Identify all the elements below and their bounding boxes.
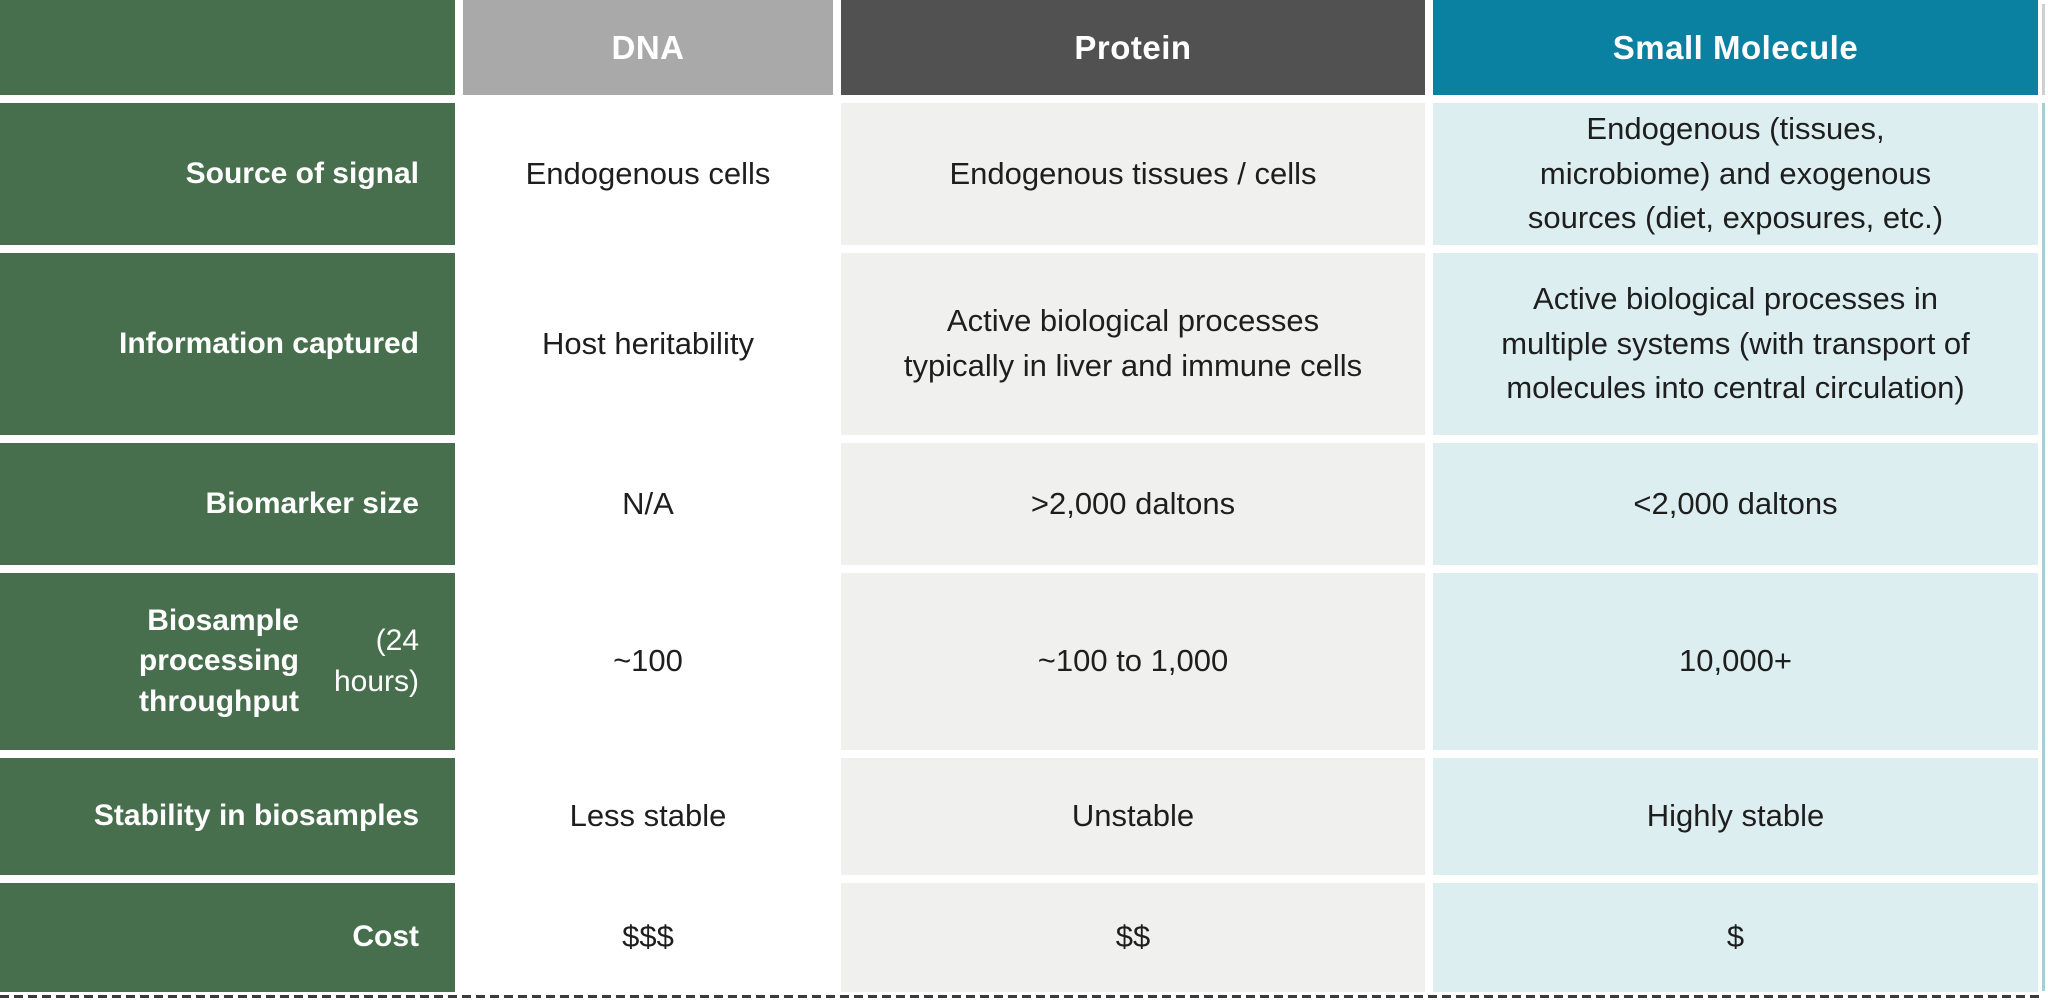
column-header-protein: Protein <box>841 0 1425 95</box>
row-label-biosample-processing-throughput: Biosample processing throughput (24 hour… <box>0 573 455 750</box>
cell-information-captured-dna: Host heritability <box>463 253 833 435</box>
row-label-cost: Cost <box>0 883 455 992</box>
table-right-edge-body <box>2042 103 2045 991</box>
column-header-small-molecule: Small Molecule <box>1433 0 2038 95</box>
cell-source-of-signal-small-molecule: Endogenous (tissues, microbiome) and exo… <box>1433 103 2038 245</box>
table-right-edge-header <box>2042 4 2045 95</box>
table-bottom-border <box>0 995 2042 998</box>
cell-cost-dna: $$$ <box>463 883 833 992</box>
row-label-bold-text: Biosample processing throughput <box>138 603 299 718</box>
cell-information-captured-small-molecule: Active biological processes in multiple … <box>1433 253 2038 435</box>
cell-stability-dna: Less stable <box>463 758 833 875</box>
cell-cost-small-molecule: $ <box>1433 883 2038 992</box>
row-label-information-captured: Information captured <box>0 253 455 435</box>
cell-source-of-signal-protein: Endogenous tissues / cells <box>841 103 1425 245</box>
cell-source-of-signal-dna: Endogenous cells <box>463 103 833 245</box>
cell-throughput-protein: ~100 to 1,000 <box>841 573 1425 750</box>
row-label-biomarker-size: Biomarker size <box>0 443 455 565</box>
cell-information-captured-protein: Active biological processes typically in… <box>841 253 1425 435</box>
column-header-dna: DNA <box>463 0 833 95</box>
cell-biomarker-size-protein: >2,000 daltons <box>841 443 1425 565</box>
cell-stability-small-molecule: Highly stable <box>1433 758 2038 875</box>
cell-biomarker-size-small-molecule: <2,000 daltons <box>1433 443 2038 565</box>
row-label-stability-in-biosamples: Stability in biosamples <box>0 758 455 875</box>
cell-throughput-dna: ~100 <box>463 573 833 750</box>
header-row-labels-empty <box>0 0 455 95</box>
row-label-note-text: (24 hours) <box>333 624 419 698</box>
row-label-source-of-signal: Source of signal <box>0 103 455 245</box>
cell-throughput-small-molecule: 10,000+ <box>1433 573 2038 750</box>
cell-cost-protein: $$ <box>841 883 1425 992</box>
cell-biomarker-size-dna: N/A <box>463 443 833 565</box>
cell-stability-protein: Unstable <box>841 758 1425 875</box>
